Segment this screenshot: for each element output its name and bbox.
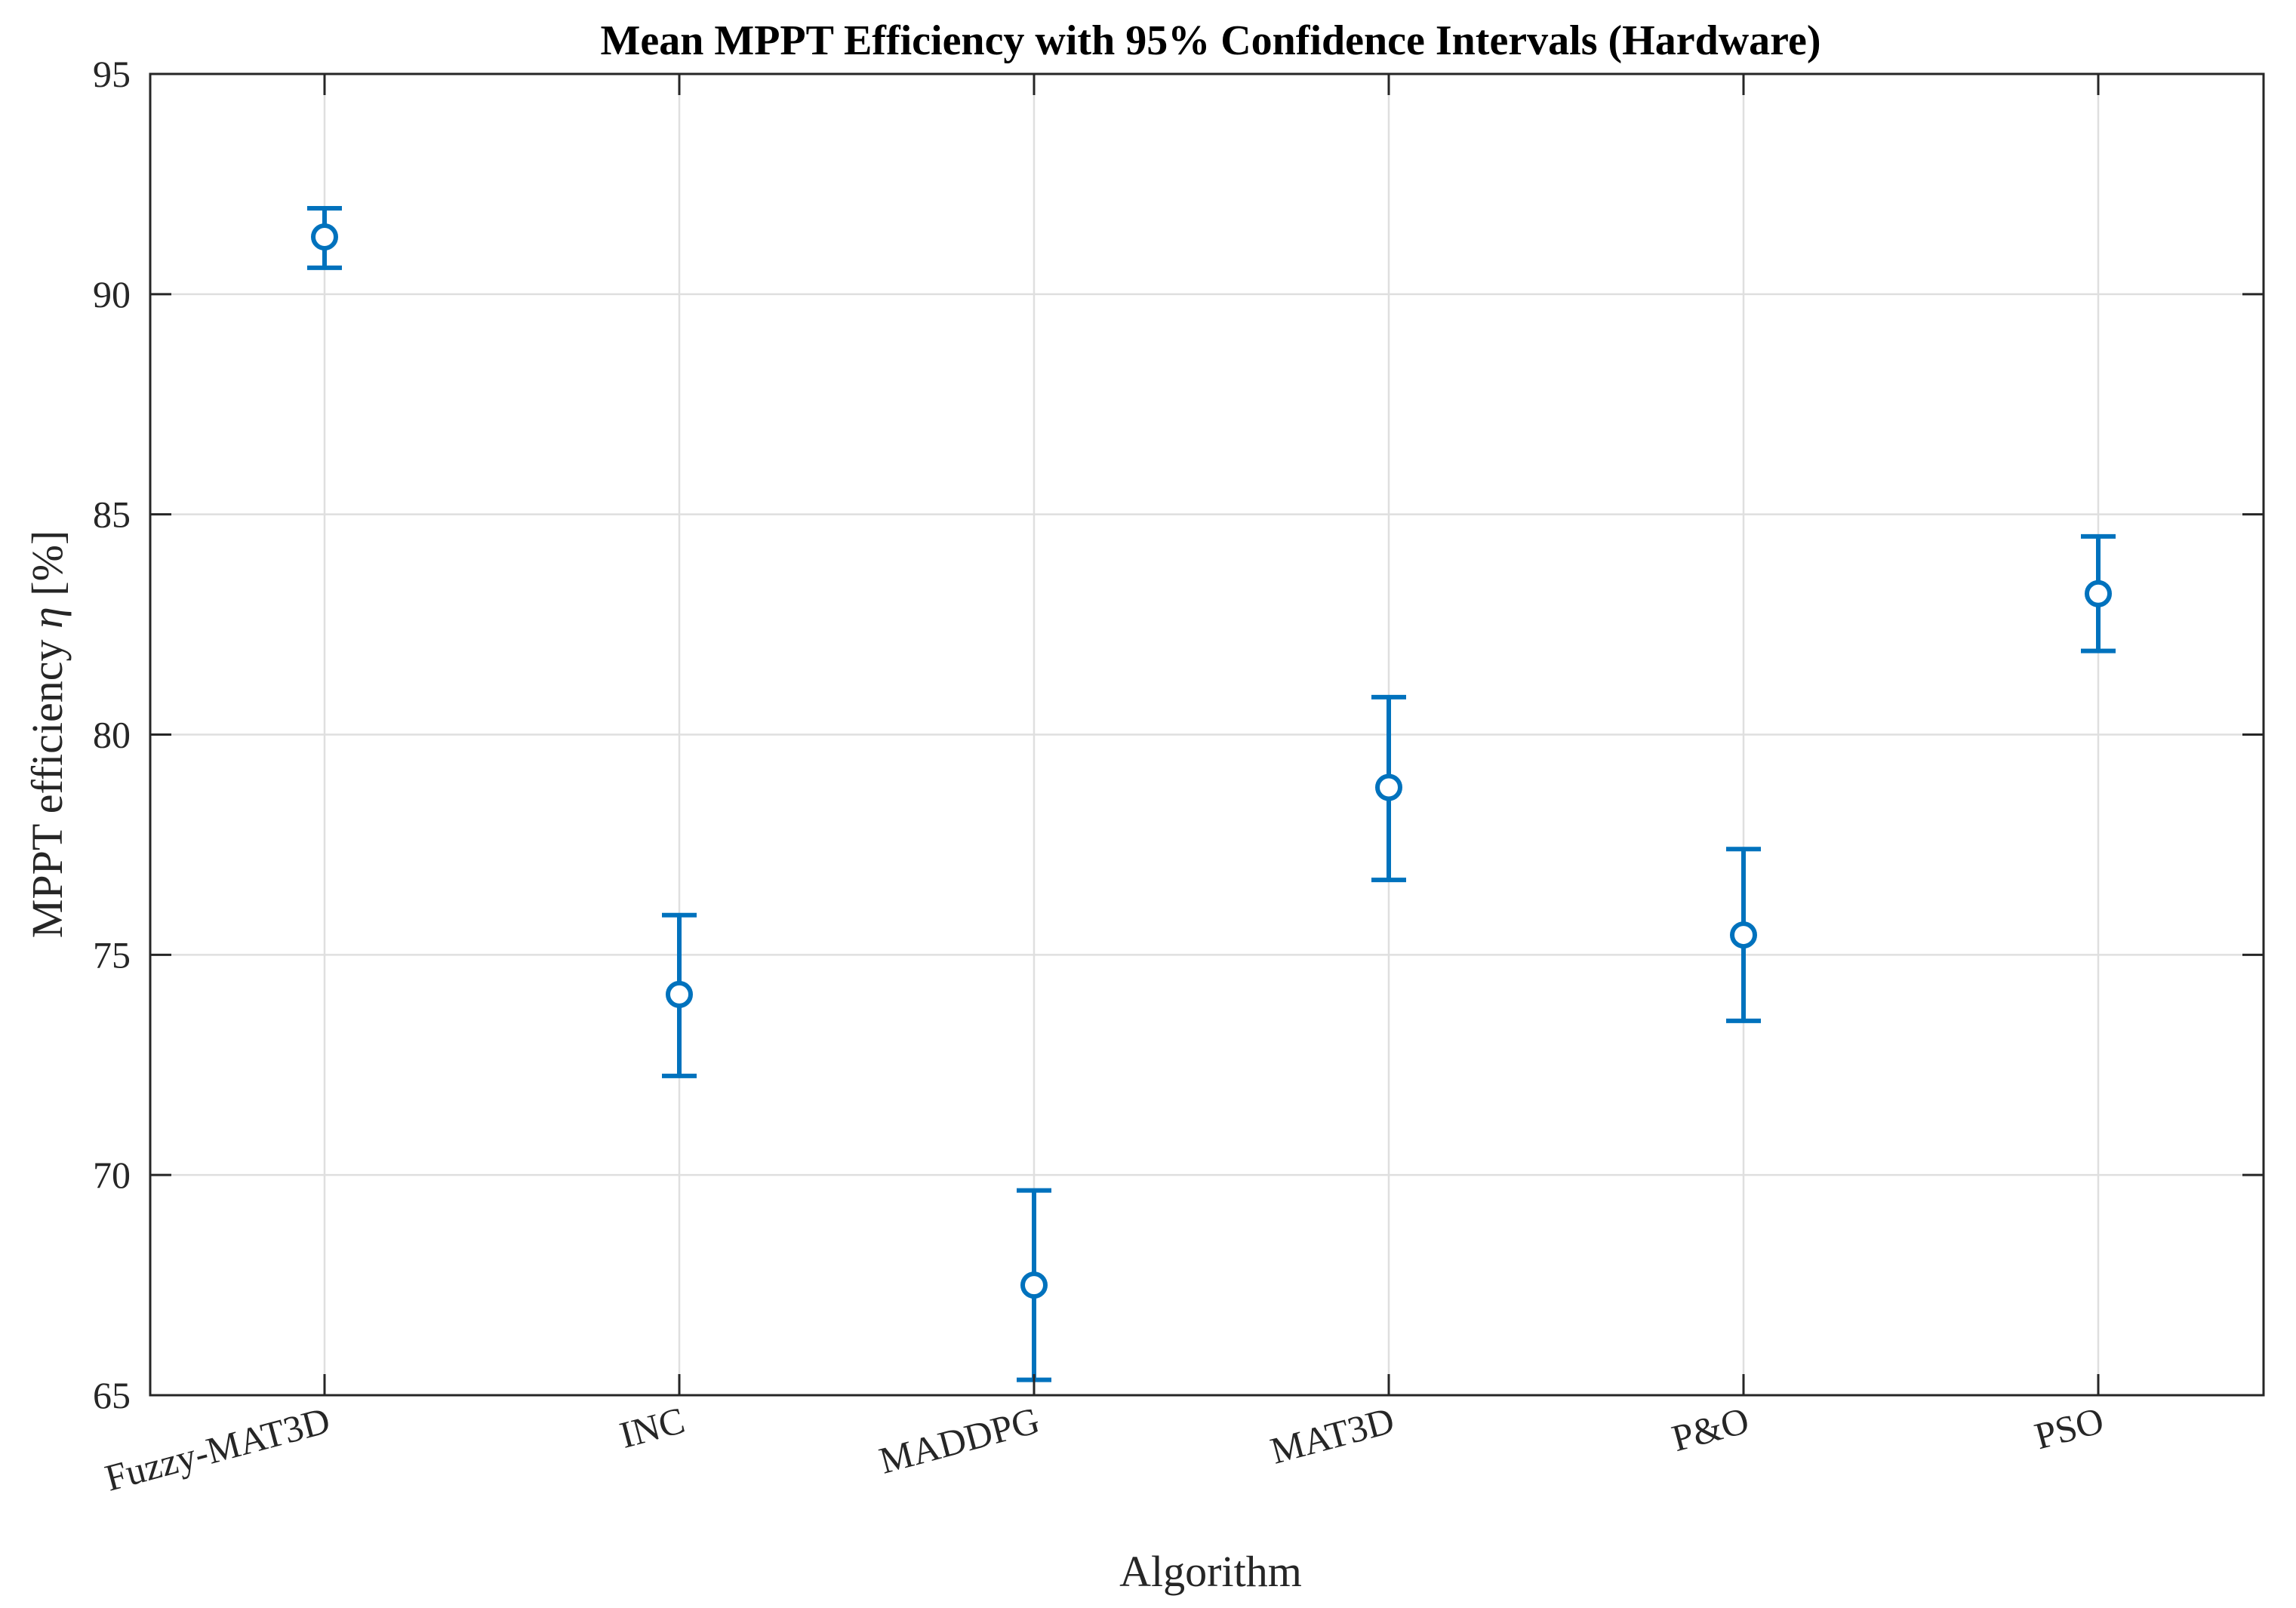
chart-title: Mean MPPT Efficiency with 95% Confidence… (600, 17, 1820, 64)
mean-marker (1375, 773, 1402, 801)
mean-marker (311, 223, 338, 251)
y-tick-labels: 65 70 75 80 85 90 95 (93, 53, 131, 1416)
y-tick-label: 85 (93, 493, 131, 536)
mean-marker (1730, 921, 1757, 949)
mean-marker (2085, 580, 2112, 607)
y-tick-label: 70 (93, 1154, 131, 1196)
y-tick-label: 90 (93, 273, 131, 315)
y-axis-label-suffix: [%] (23, 530, 72, 607)
y-axis-label-prefix: MPPT efficiency (23, 629, 72, 938)
tick-marks (150, 72, 2264, 1397)
gridlines (150, 74, 2264, 1395)
y-tick-label: 65 (93, 1374, 131, 1416)
y-tick-label: 95 (93, 53, 131, 95)
y-tick-label: 80 (93, 714, 131, 756)
data-markers (311, 223, 2112, 1299)
y-axis-label: MPPT efficiency η [%] (23, 530, 72, 938)
x-axis-label: Algorithm (1119, 1547, 1302, 1596)
y-axis-label-symbol: η (23, 607, 72, 629)
mean-marker (666, 980, 693, 1008)
mean-marker (1020, 1271, 1048, 1299)
y-tick-label: 75 (93, 933, 131, 976)
